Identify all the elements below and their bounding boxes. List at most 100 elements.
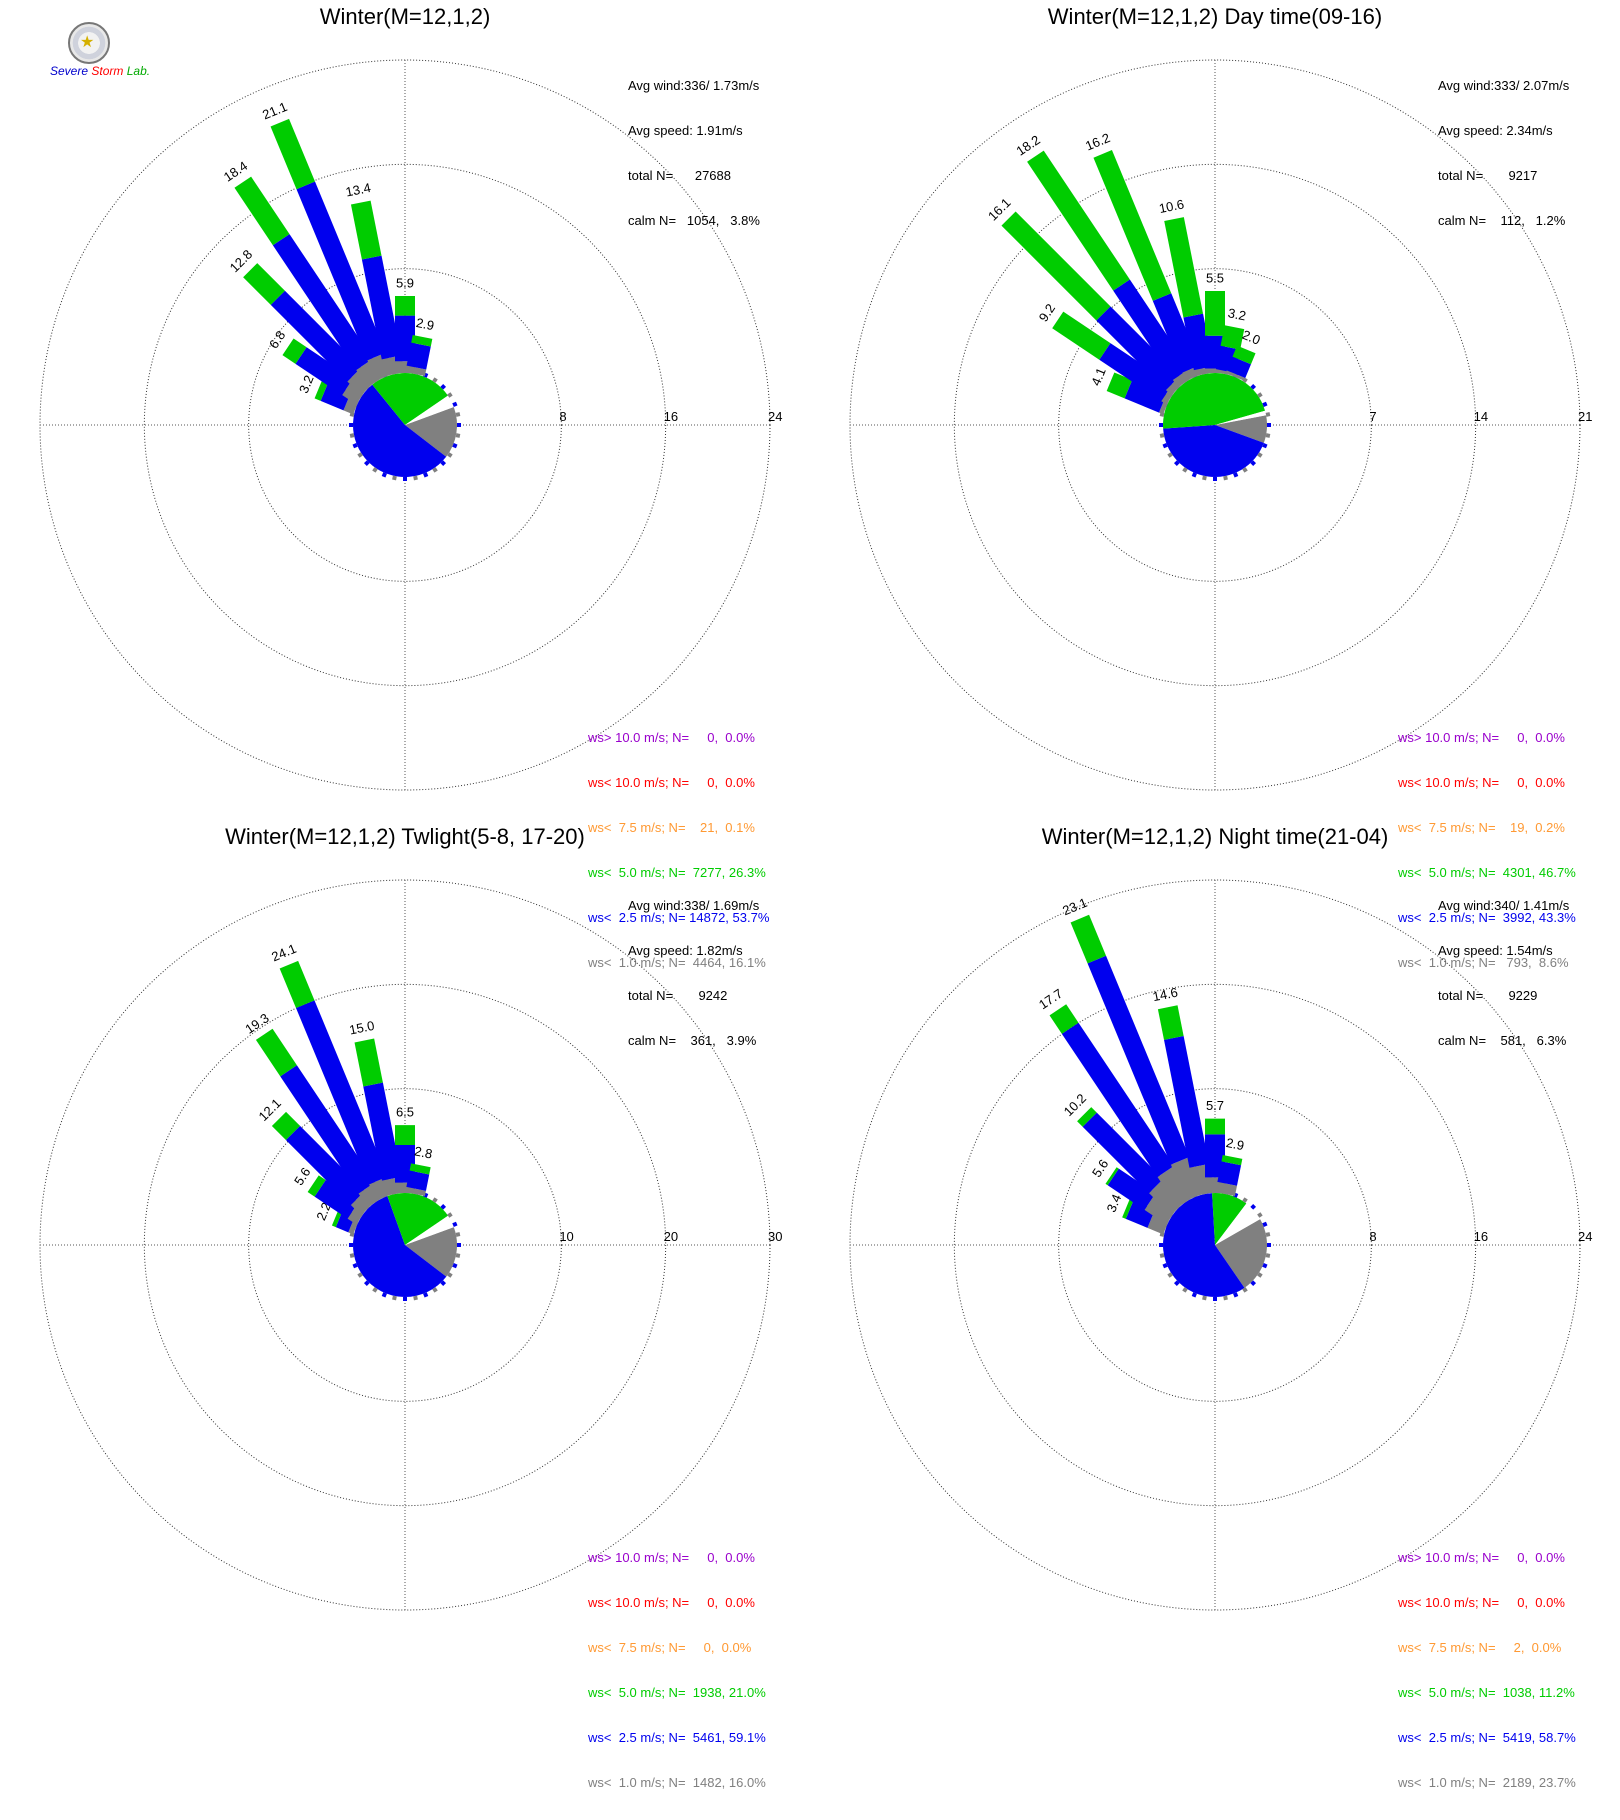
ring-label: 10	[559, 1229, 573, 1244]
rim-tick	[455, 412, 461, 417]
bar-segment-green	[282, 338, 307, 364]
legend-gt10: ws> 10.0 m/s; N= 0, 0.0%	[588, 730, 755, 745]
rim-tick	[423, 472, 429, 478]
bar-segment-blue	[1152, 293, 1201, 373]
rim-tick	[392, 475, 397, 481]
calm-pie-white-slice	[1215, 1203, 1261, 1245]
rim-tick	[1159, 433, 1165, 438]
bar-value-label: 3.4	[1104, 1192, 1125, 1214]
rim-tick	[452, 443, 458, 449]
rim-tick	[1242, 1197, 1248, 1203]
bar-value-label: 4.1	[1088, 365, 1109, 387]
rim-tick	[447, 392, 453, 398]
ring-label: 16	[1474, 1229, 1488, 1244]
rim-tick	[455, 1253, 461, 1258]
bar-segment-green	[1001, 211, 1111, 321]
bar-segment-green	[307, 1175, 326, 1197]
rim-tick	[349, 1253, 355, 1258]
stat-calm-n: calm N= 1054, 3.8%	[628, 213, 760, 228]
stat-calm-n: calm N= 112, 1.2%	[1438, 213, 1566, 228]
legend-lt10: ws< 10.0 m/s; N= 0, 0.0%	[588, 775, 755, 790]
grid-ring	[143, 163, 667, 687]
panel-winter-day: 7 14 21 4.1 9.2 16.1 18.2 16.2 10.6 5.5 3.2 2.0 Win…	[810, 0, 1620, 970]
rim-tick	[440, 1280, 447, 1287]
panel-winter-twilight: 10 20 30 2.2 5.6 12.1 19.3 24.1 15.0 6.5 2.8 Winte…	[0, 820, 810, 1790]
bar-value-label: 5.9	[396, 275, 414, 290]
bar-segment-green	[1070, 914, 1107, 964]
bar-segment-blue	[270, 290, 362, 382]
rim-tick	[452, 1221, 458, 1227]
rim-tick	[1262, 401, 1268, 407]
legend-lt10: ws< 10.0 m/s; N= 0, 0.0%	[1398, 775, 1565, 790]
rim-tick	[1182, 467, 1188, 473]
stat-total-n: total N= 9242	[628, 988, 728, 1003]
rim-tick	[1242, 467, 1248, 473]
rim-tick	[432, 467, 438, 473]
rim-tick	[1162, 443, 1168, 449]
calm-pie-green-slice	[387, 1193, 449, 1245]
grid-ring	[1058, 1088, 1372, 1402]
panel-title: Winter(M=12,1,2) Day time(09-16)	[1047, 4, 1383, 29]
ring-label: 8	[559, 409, 566, 424]
stat-avg-wind: Avg wind:333/ 2.07m/s	[1438, 78, 1570, 93]
bar-segment-blue	[272, 234, 373, 370]
legend-gt10: ws> 10.0 m/s; N= 0, 0.0%	[1398, 730, 1565, 745]
lab-logo: ★ Severe Storm Lab.	[50, 22, 150, 84]
wind-rose-chart: 7 14 214.19.216.118.2 16.210.65.53.22.0	[849, 59, 1592, 791]
rim-tick	[1159, 1232, 1165, 1237]
rim-tick	[1257, 1212, 1263, 1218]
bar-segment-blue	[295, 347, 354, 396]
stat-total-n: total N= 9229	[1438, 988, 1538, 1003]
bar-segment-green	[279, 960, 315, 1009]
rim-tick	[1265, 1253, 1271, 1258]
rim-tick	[440, 383, 447, 390]
bar-segment-blue	[1164, 1035, 1210, 1168]
calm-pie-blue-slice	[353, 1196, 447, 1297]
panel-winter-all: 8 16 24 3.2 6.8 12.8 18.4 21.1 13.4 5.9 2.9 Winter…	[0, 0, 810, 970]
rim-tick	[1191, 1292, 1197, 1298]
legend-lt2_5: ws< 2.5 m/s; N= 5419, 58.7%	[1398, 1730, 1576, 1745]
bar-segment-blue	[285, 1125, 365, 1205]
bar-value-label: 2.9	[415, 315, 436, 333]
calm-pie-white-slice	[1215, 410, 1267, 425]
bar-value-label: 3.2	[296, 373, 317, 395]
bar-value-label: 5.7	[1206, 1098, 1224, 1113]
legend-lt10: ws< 10.0 m/s; N= 0, 0.0%	[588, 1595, 755, 1610]
bar-segment-blue	[1205, 1134, 1225, 1178]
legend-lt1: ws< 1.0 m/s; N= 793, 8.6%	[1398, 955, 1569, 970]
bar-segment-blue	[1226, 356, 1251, 379]
panel-winter-night: 8 16 24 3.4 5.6 10.2 17.7 23.1 14.6 5.7 2.9 Winter…	[810, 820, 1620, 1790]
bar-segment-green	[354, 1038, 383, 1087]
calm-pie-blue-slice	[1163, 1193, 1245, 1297]
rim-tick	[1223, 1295, 1228, 1301]
logo-text: Severe Storm Lab.	[50, 64, 151, 78]
rim-tick	[1159, 1253, 1165, 1258]
rim-tick	[1257, 452, 1263, 458]
stats-block: Avg wind:333/ 2.07m/s Avg speed: 2.34m/s…	[1438, 48, 1569, 258]
grid-ring	[248, 1088, 562, 1402]
bar-segment-blue	[280, 1065, 376, 1194]
rim-tick	[1262, 1221, 1268, 1227]
stats-block: Avg wind:338/ 1.69m/s Avg speed: 1.82m/s…	[628, 868, 759, 1078]
ring-label: 30	[768, 1229, 782, 1244]
rim-tick	[349, 412, 355, 417]
rim-tick	[1257, 1272, 1263, 1278]
bar-value-label: 15.0	[348, 1018, 376, 1038]
bar-segment-green	[1049, 1004, 1079, 1034]
rim-tick	[357, 1272, 363, 1278]
grid-ring	[953, 983, 1477, 1507]
legend-lt10: ws< 10.0 m/s; N= 0, 0.0%	[1398, 1595, 1565, 1610]
bar-value-label: 13.4	[344, 180, 372, 200]
bar-segment-green	[1205, 291, 1225, 336]
calm-pie-gray-slice	[405, 406, 457, 457]
legend-lt5: ws< 5.0 m/s; N= 1038, 11.2%	[1398, 1685, 1575, 1700]
rim-tick	[432, 377, 438, 383]
ring-label: 20	[664, 1229, 678, 1244]
bar-value-label: 9.2	[1036, 301, 1059, 324]
bar-value-label: 21.1	[260, 99, 289, 123]
legend-lt2_5: ws< 2.5 m/s; N= 14872, 53.7%	[588, 910, 770, 925]
bar-value-label: 5.6	[1089, 1157, 1112, 1180]
bar-segment-green	[1093, 150, 1172, 301]
rim-tick	[357, 452, 363, 458]
legend-lt1: ws< 1.0 m/s; N= 1482, 16.0%	[588, 1775, 766, 1790]
